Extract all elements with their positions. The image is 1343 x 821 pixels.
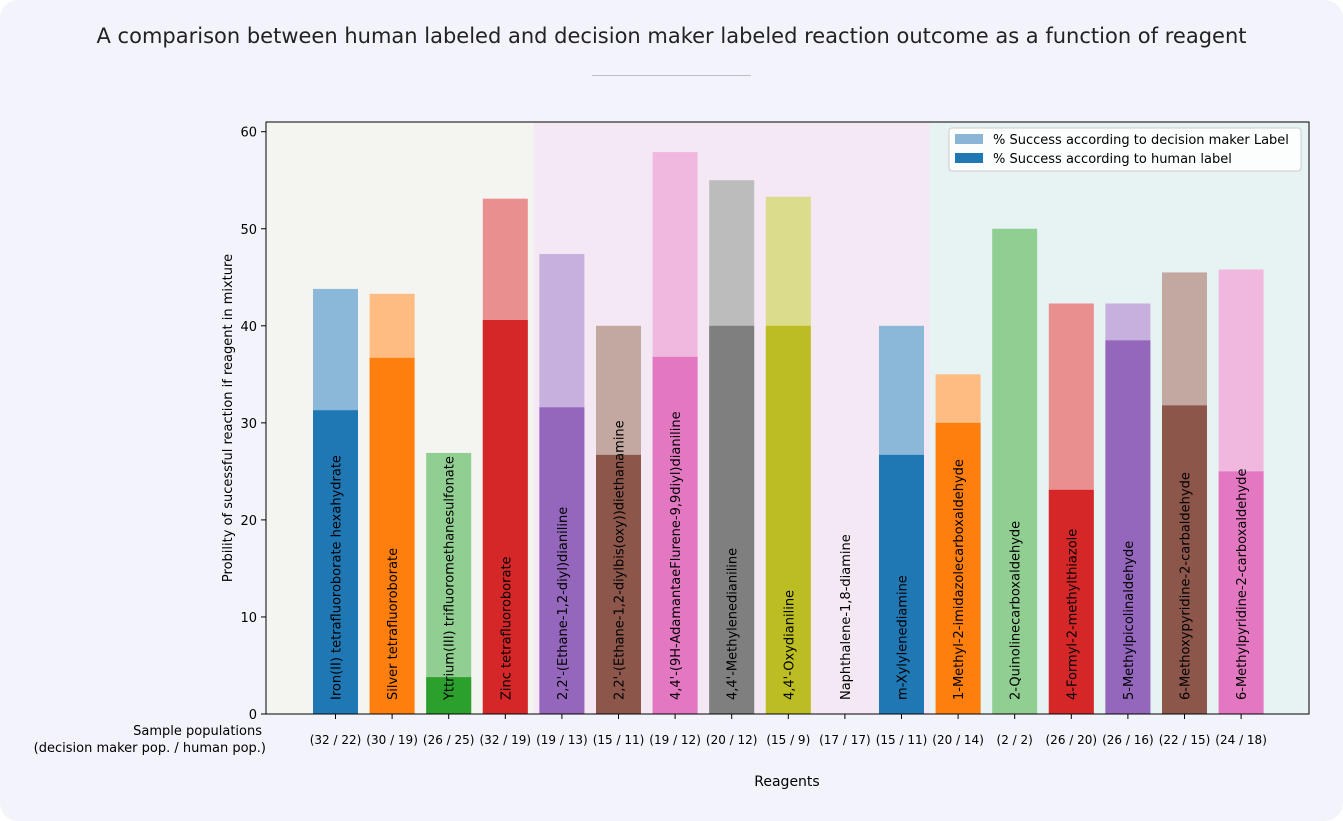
human-label-bar bbox=[879, 454, 924, 714]
bar-category-label: Iron(II) tetrafluoroborate hexahydrate bbox=[330, 455, 345, 700]
bar-category-label: 4,4'-Methylenedianiline bbox=[726, 548, 741, 700]
legend-swatch bbox=[955, 153, 983, 163]
bar-category-label: 6-Methoxypyridine-2-carbaldehyde bbox=[1179, 472, 1194, 700]
human-label-bar bbox=[1218, 471, 1264, 714]
population-tick-label: (22 / 15) bbox=[1159, 733, 1211, 747]
human-label-bar bbox=[369, 357, 415, 714]
population-tick-label: (32 / 19) bbox=[480, 733, 532, 747]
population-tick-label: (26 / 16) bbox=[1102, 733, 1154, 747]
human-label-bar bbox=[539, 407, 585, 714]
legend-box bbox=[948, 127, 1302, 172]
population-tick-label: (20 / 14) bbox=[932, 733, 984, 747]
bar-category-label: Silver tetrafluoroborate bbox=[386, 548, 401, 700]
legend-swatch bbox=[955, 134, 983, 144]
legend: % Success according to decision maker La… bbox=[948, 127, 1302, 172]
human-label-bar bbox=[709, 325, 755, 714]
y-tick-label: 20 bbox=[240, 514, 257, 529]
population-tick-label: (20 / 12) bbox=[706, 733, 758, 747]
title-divider bbox=[592, 75, 751, 76]
bar-category-label: 4,4'-Oxydianiline bbox=[782, 590, 797, 700]
y-tick-label: 60 bbox=[240, 126, 257, 141]
y-tick-label: 30 bbox=[240, 417, 257, 432]
bar-category-label: 2,2'-(Ethane-1,2-diylbis(oxy))diethanami… bbox=[613, 420, 628, 700]
bar-category-label: 2,2'-(Ethane-1,2-diyl)dianiline bbox=[556, 507, 571, 700]
bar-labels-group: Iron(II) tetrafluoroborate hexahydrate Si… bbox=[330, 411, 1251, 701]
bar-category-label: 2-Quinolinecarboxaldehyde bbox=[1009, 521, 1024, 700]
population-tick-label: (32 / 22) bbox=[310, 733, 362, 747]
legend-label: % Success according to decision maker La… bbox=[993, 133, 1289, 148]
x-axis-label: Reagents bbox=[754, 774, 819, 790]
human-label-bar bbox=[652, 356, 698, 714]
y-tick-label: 50 bbox=[240, 223, 257, 238]
plot-frame bbox=[265, 121, 1310, 715]
population-label-line1: Sample populations bbox=[133, 724, 262, 739]
population-tick-label: (26 / 25) bbox=[423, 733, 475, 747]
bars-group bbox=[313, 152, 1264, 715]
population-label-line2: (decision maker pop. / human pop.) bbox=[34, 741, 266, 756]
y-axis: 0 10 20 30 40 50 60 bbox=[240, 126, 266, 723]
chart-title: A comparison between human labeled and d… bbox=[96, 24, 1247, 48]
population-tick-label: (30 / 19) bbox=[366, 733, 418, 747]
y-axis-label: Probility of sucessful reaction if reage… bbox=[221, 254, 236, 582]
bar-category-label: Yttrium(III) trifluoromethanesulfonate bbox=[443, 456, 458, 701]
human-label-bar bbox=[1048, 489, 1094, 714]
population-tick-label: (15 / 11) bbox=[876, 733, 928, 747]
bar-category-label: 4,4'-(9H-AdamantaeFlurene-9,9diyl)dianil… bbox=[669, 411, 684, 700]
population-tick-label: (24 / 18) bbox=[1215, 733, 1267, 747]
legend-label: % Success according to human label bbox=[993, 152, 1232, 167]
human-label-bar bbox=[596, 454, 641, 714]
population-tick-label: (19 / 13) bbox=[536, 733, 588, 747]
human-label-bar bbox=[765, 325, 811, 714]
population-tick-label: (19 / 12) bbox=[649, 733, 701, 747]
decision-maker-bar bbox=[426, 452, 472, 714]
human-label-bar bbox=[1162, 405, 1207, 714]
y-tick-label: 40 bbox=[240, 320, 257, 335]
human-label-bar bbox=[426, 677, 472, 714]
decision-maker-bar bbox=[992, 228, 1038, 715]
human-label-bar bbox=[482, 319, 528, 714]
population-tick-label: (26 / 20) bbox=[1046, 733, 1098, 747]
bar-category-label: Naphthalene-1,8-diamine bbox=[839, 534, 854, 700]
bar-category-label: Zinc tetrafluoroborate bbox=[499, 556, 514, 700]
population-tick-label: (15 / 11) bbox=[593, 733, 645, 747]
x-axis: (32 / 22) (30 / 19) (26 / 25) (32 / 19) (19 … bbox=[310, 714, 1267, 747]
y-tick-label: 10 bbox=[240, 611, 257, 626]
bar-category-label: m-Xylylenediamine bbox=[896, 575, 911, 700]
population-tick-label: (15 / 9) bbox=[766, 733, 810, 747]
bar-category-label: 1-Methyl-2-imidazolecarboxaldehyde bbox=[952, 459, 967, 700]
bar-category-label: 4-Formyl-2-methylthiazole bbox=[1065, 529, 1080, 700]
population-tick-label: (2 / 2) bbox=[997, 733, 1033, 747]
population-tick-label: (17 / 17) bbox=[819, 733, 871, 747]
y-tick-label: 0 bbox=[249, 708, 257, 723]
human-label-bar bbox=[313, 410, 358, 714]
bar-category-label: 6-Methylpyridine-2-carboxaldehyde bbox=[1235, 469, 1250, 700]
human-label-bar bbox=[935, 422, 981, 714]
human-label-bar bbox=[1105, 340, 1151, 714]
bar-category-label: 5-Methylpicolinaldehyde bbox=[1122, 541, 1137, 700]
